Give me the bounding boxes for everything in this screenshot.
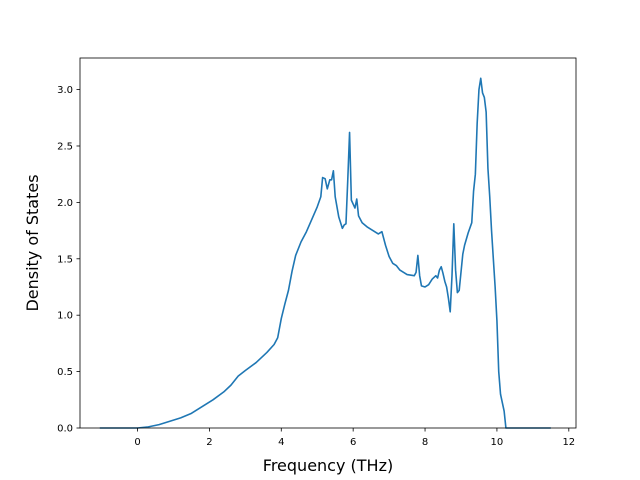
dos-series-line xyxy=(99,77,551,429)
y-tick-label: 1.5 xyxy=(57,254,73,265)
x-tick-label: 10 xyxy=(491,437,504,448)
x-tick-label: 2 xyxy=(206,437,212,448)
y-tick-label: 0.5 xyxy=(57,367,73,378)
x-tick-label: 8 xyxy=(422,437,428,448)
y-tick-label: 1.0 xyxy=(57,311,73,322)
x-tick-label: 12 xyxy=(562,437,575,448)
y-axis-label: Density of States xyxy=(23,174,42,311)
y-tick-label: 0.0 xyxy=(57,424,73,435)
y-tick-label: 2.5 xyxy=(57,141,73,152)
x-tick-label: 6 xyxy=(350,437,356,448)
y-tick-label: 2.0 xyxy=(57,198,73,209)
x-axis-label: Frequency (THz) xyxy=(263,456,393,475)
x-tick-label: 0 xyxy=(134,437,140,448)
x-tick-label: 4 xyxy=(278,437,284,448)
y-tick-label: 3.0 xyxy=(57,85,73,96)
axes-frame xyxy=(79,57,577,429)
